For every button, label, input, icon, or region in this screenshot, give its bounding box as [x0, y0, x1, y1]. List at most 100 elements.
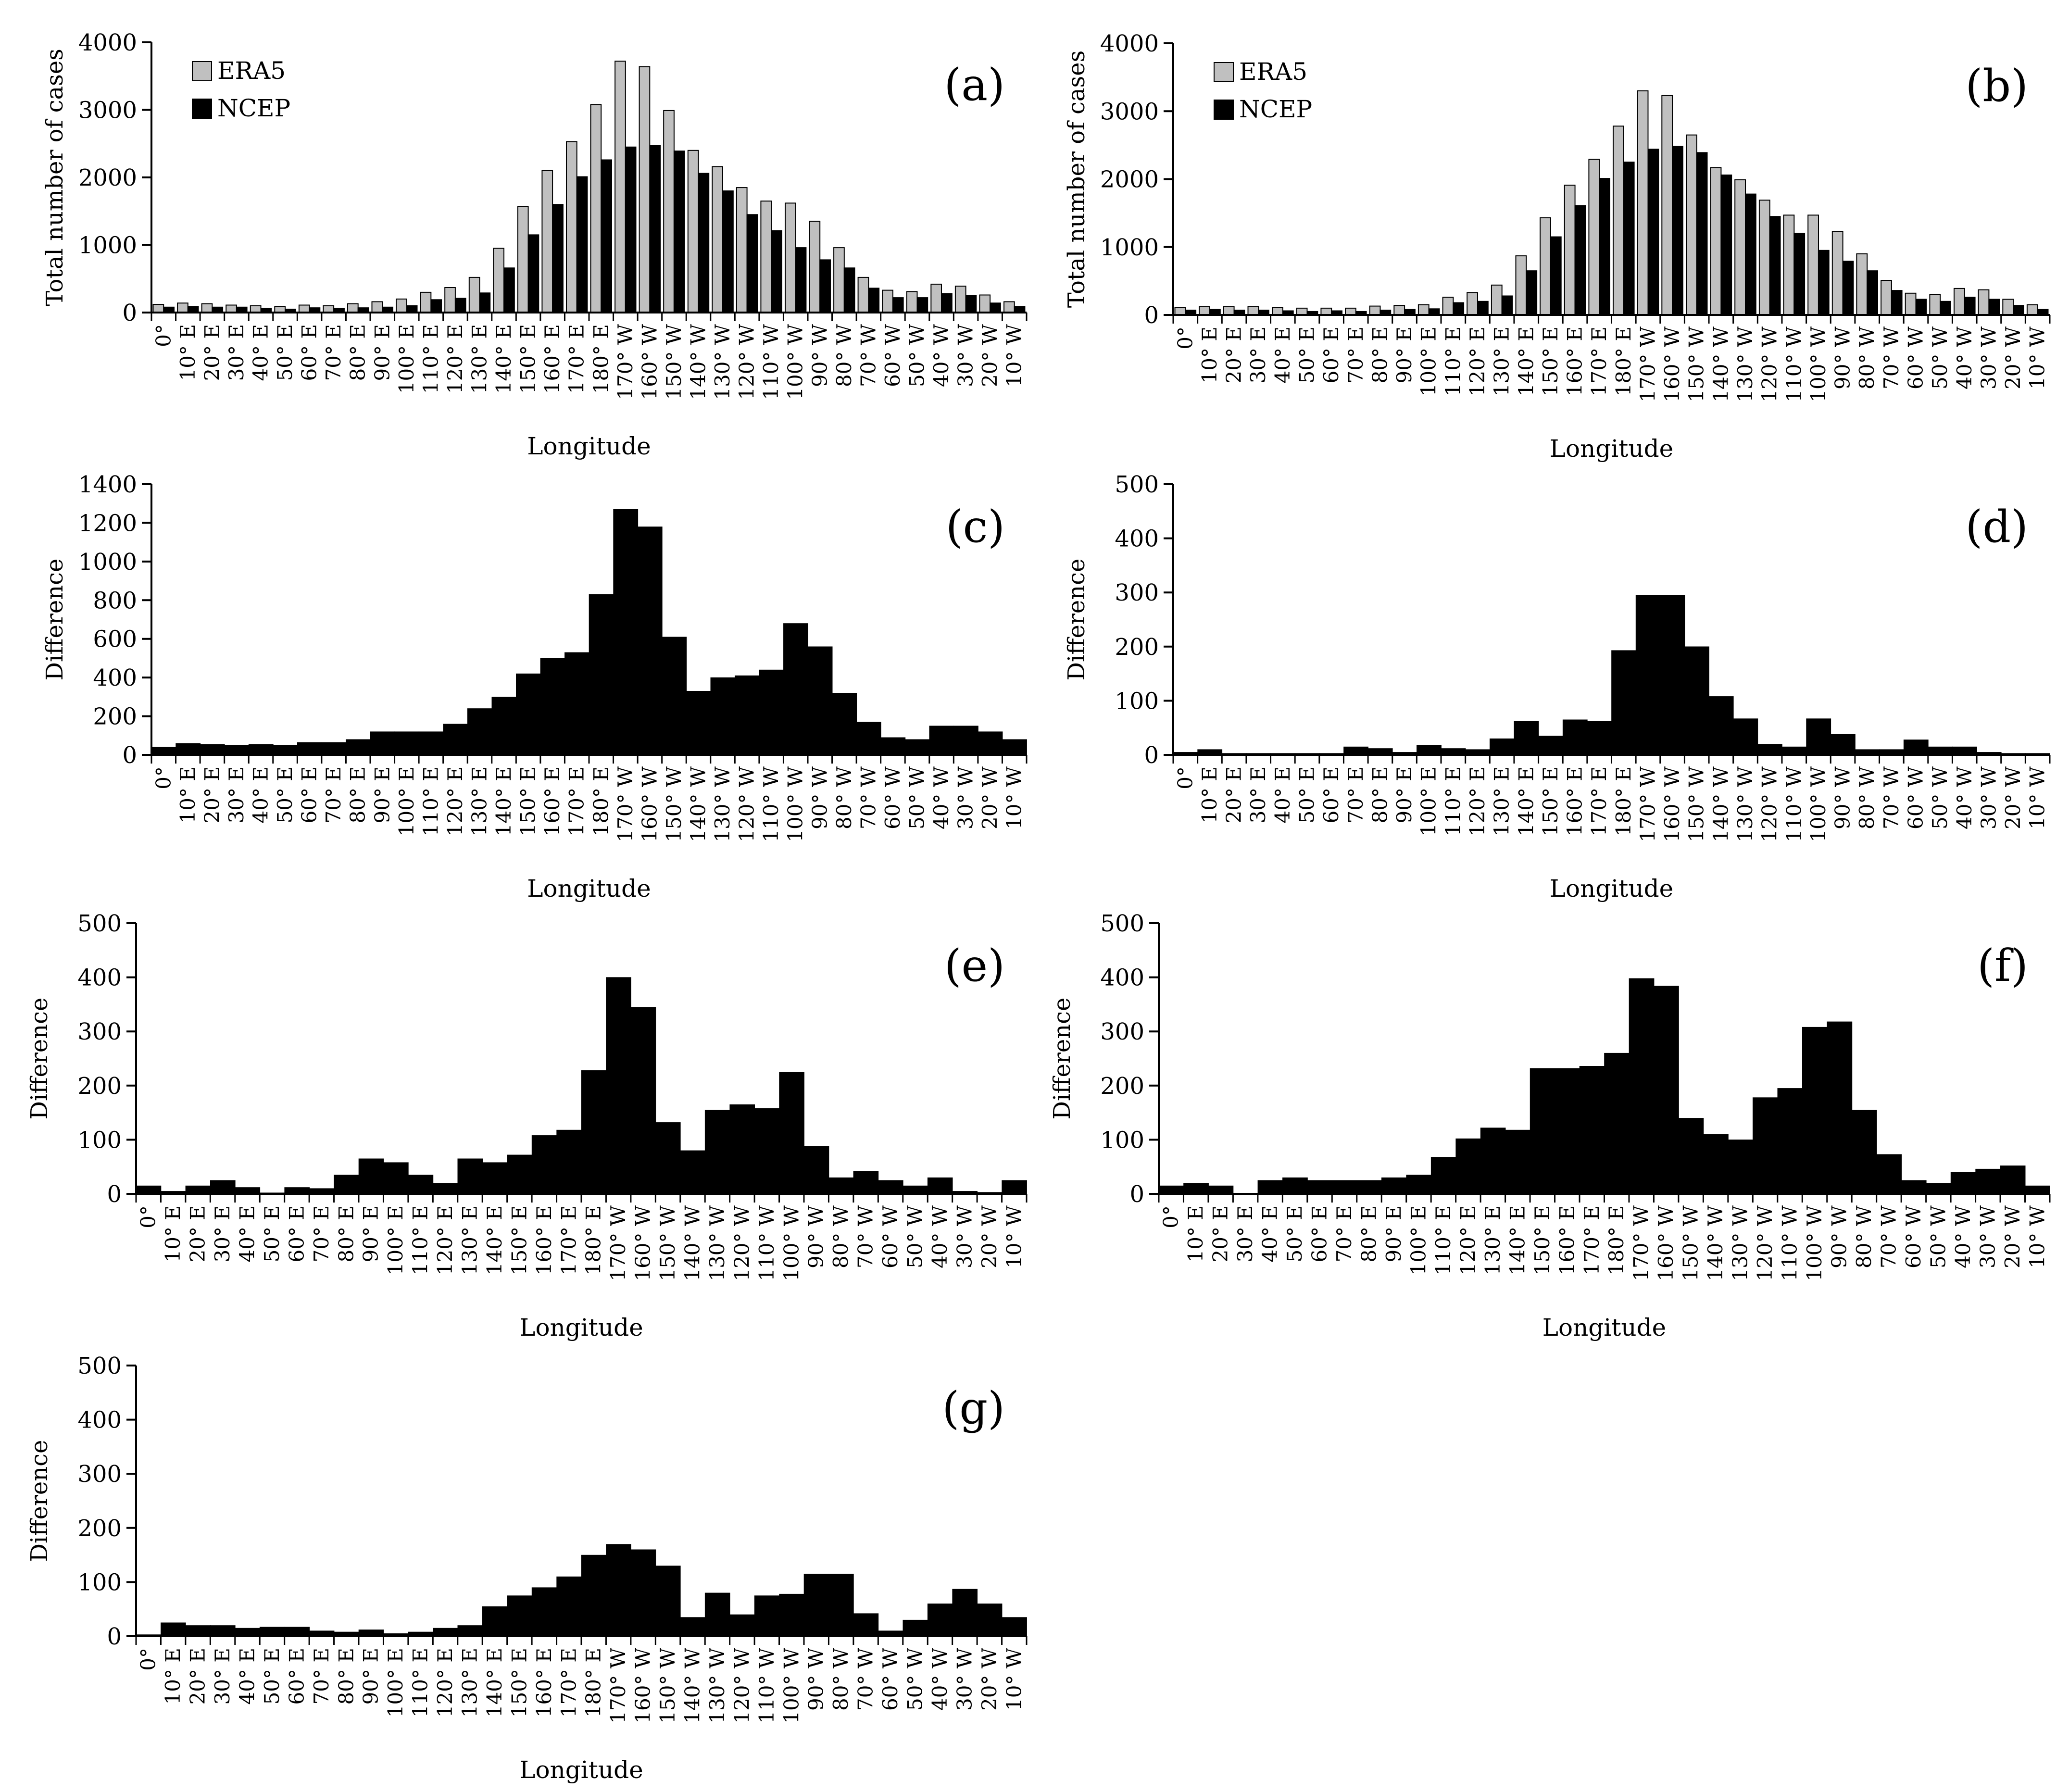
bar-era5-25: [760, 201, 772, 313]
bar-era5-19: [1637, 90, 1649, 315]
bar-ncep-15: [527, 234, 539, 313]
bar-ncep-26: [1818, 250, 1830, 315]
x-tick-label: 150° W: [662, 324, 686, 400]
x-tick-label: 0°: [1173, 326, 1197, 350]
x-tick-label: 30° E: [1246, 766, 1270, 823]
bar-difference-31: [1926, 1183, 1952, 1194]
bar-difference-30: [1903, 739, 1929, 755]
bar-ncep-19: [1647, 149, 1659, 315]
bar-difference-31: [904, 739, 930, 755]
bar-ncep-32: [1964, 297, 1976, 315]
x-tick-label: 10° W: [1003, 324, 1026, 387]
bar-difference-31: [903, 1619, 928, 1637]
bar-difference-3: [210, 1180, 236, 1194]
x-tick-label: 90° W: [808, 766, 831, 829]
bar-difference-21: [662, 637, 687, 755]
bar-era5-20: [639, 66, 651, 313]
x-axis-title: Longitude: [519, 1756, 643, 1784]
bar-ncep-18: [1623, 162, 1635, 315]
bar-difference-16: [531, 1587, 557, 1637]
x-tick-label: 140° E: [483, 1205, 506, 1275]
bar-ncep-29: [1891, 290, 1903, 315]
bar-era5-5: [1296, 307, 1308, 316]
x-tick-label: 170° W: [614, 324, 637, 400]
bar-era5-7: [1345, 307, 1356, 316]
x-tick-label: 70° E: [310, 1205, 333, 1262]
bar-difference-11: [1430, 1157, 1456, 1194]
x-tick-label: 50° E: [1295, 326, 1319, 383]
x-tick-label: 80° E: [346, 766, 370, 823]
y-tick-label: 1000: [78, 232, 137, 259]
bar-difference-11: [1441, 748, 1466, 755]
y-tick-label: 500: [77, 1353, 122, 1379]
bar-difference-4: [1257, 1180, 1283, 1194]
panel-label: (c): [946, 501, 1005, 552]
x-tick-label: 170° E: [557, 1205, 580, 1275]
x-tick-label: 80° W: [1855, 766, 1879, 829]
bar-difference-12: [1455, 1138, 1481, 1194]
x-tick-label: 180° E: [1612, 326, 1635, 396]
bar-ncep-22: [698, 173, 710, 313]
x-tick-label: 20° E: [1222, 766, 1246, 823]
bar-ncep-13: [1501, 295, 1513, 315]
x-tick-label: 90° E: [370, 766, 394, 823]
x-tick-label: 160° E: [540, 324, 564, 394]
x-tick-label: 120° E: [443, 324, 467, 394]
y-tick-label: 100: [1115, 688, 1159, 714]
y-tick-label: 0: [1144, 742, 1159, 769]
bar-difference-29: [853, 1613, 879, 1637]
bar-ncep-33: [1988, 299, 2000, 315]
bar-difference-30: [880, 737, 906, 755]
x-tick-label: 160° W: [1660, 766, 1684, 842]
bar-ncep-29: [868, 288, 880, 313]
y-tick-label: 4000: [1100, 30, 1159, 57]
bar-difference-17: [1587, 721, 1612, 755]
bar-difference-14: [482, 1606, 508, 1637]
y-tick-label: 100: [77, 1127, 122, 1153]
y-tick-label: 200: [93, 703, 137, 730]
bar-difference-27: [1831, 734, 1856, 755]
bar-difference-16: [1562, 719, 1588, 755]
x-tick-label: 120° E: [433, 1205, 457, 1275]
bar-era5-31: [1929, 294, 1941, 315]
x-tick-label: 30° E: [1246, 326, 1270, 383]
bar-era5-2: [201, 303, 213, 313]
x-tick-label: 20° W: [2001, 326, 2025, 389]
x-tick-label: 30° W: [954, 324, 978, 387]
x-tick-label: 30° W: [954, 766, 978, 829]
y-tick-label: 1200: [78, 510, 137, 537]
x-tick-label: 90° W: [804, 1647, 828, 1711]
bar-ncep-17: [576, 176, 588, 313]
bar-difference-22: [680, 1150, 706, 1194]
x-tick-label: 80° E: [1368, 326, 1392, 383]
x-tick-label: 60° E: [1308, 1205, 1331, 1262]
bar-difference-12: [432, 1183, 458, 1194]
y-tick-label: 100: [77, 1569, 122, 1596]
bar-era5-0: [1174, 307, 1186, 315]
x-tick-label: 30° W: [1977, 326, 2000, 389]
bar-difference-35: [1002, 739, 1027, 755]
bar-difference-13: [1480, 1128, 1506, 1194]
bar-era5-28: [833, 247, 845, 313]
bar-ncep-33: [965, 295, 977, 313]
bar-difference-5: [273, 745, 298, 755]
y-tick-label: 500: [1100, 910, 1144, 937]
bar-difference-3: [210, 1625, 236, 1637]
x-tick-label: 30° E: [225, 324, 248, 381]
x-tick-label: 170° E: [557, 1648, 580, 1717]
bar-difference-28: [828, 1177, 854, 1194]
y-tick-label: 2000: [1100, 166, 1159, 193]
x-tick-label: 160° W: [638, 766, 661, 842]
x-tick-label: 90° E: [359, 1205, 383, 1262]
bar-ncep-14: [1526, 270, 1538, 316]
x-tick-label: 170° W: [1636, 766, 1660, 842]
x-tick-label: 10° E: [1198, 766, 1221, 823]
bar-difference-1: [161, 1622, 186, 1637]
x-tick-label: 10° W: [1003, 766, 1026, 829]
y-tick-label: 3000: [78, 97, 137, 124]
x-tick-label: 160° W: [631, 1647, 655, 1724]
bar-difference-2: [200, 744, 225, 755]
bar-difference-25: [1777, 1088, 1803, 1194]
